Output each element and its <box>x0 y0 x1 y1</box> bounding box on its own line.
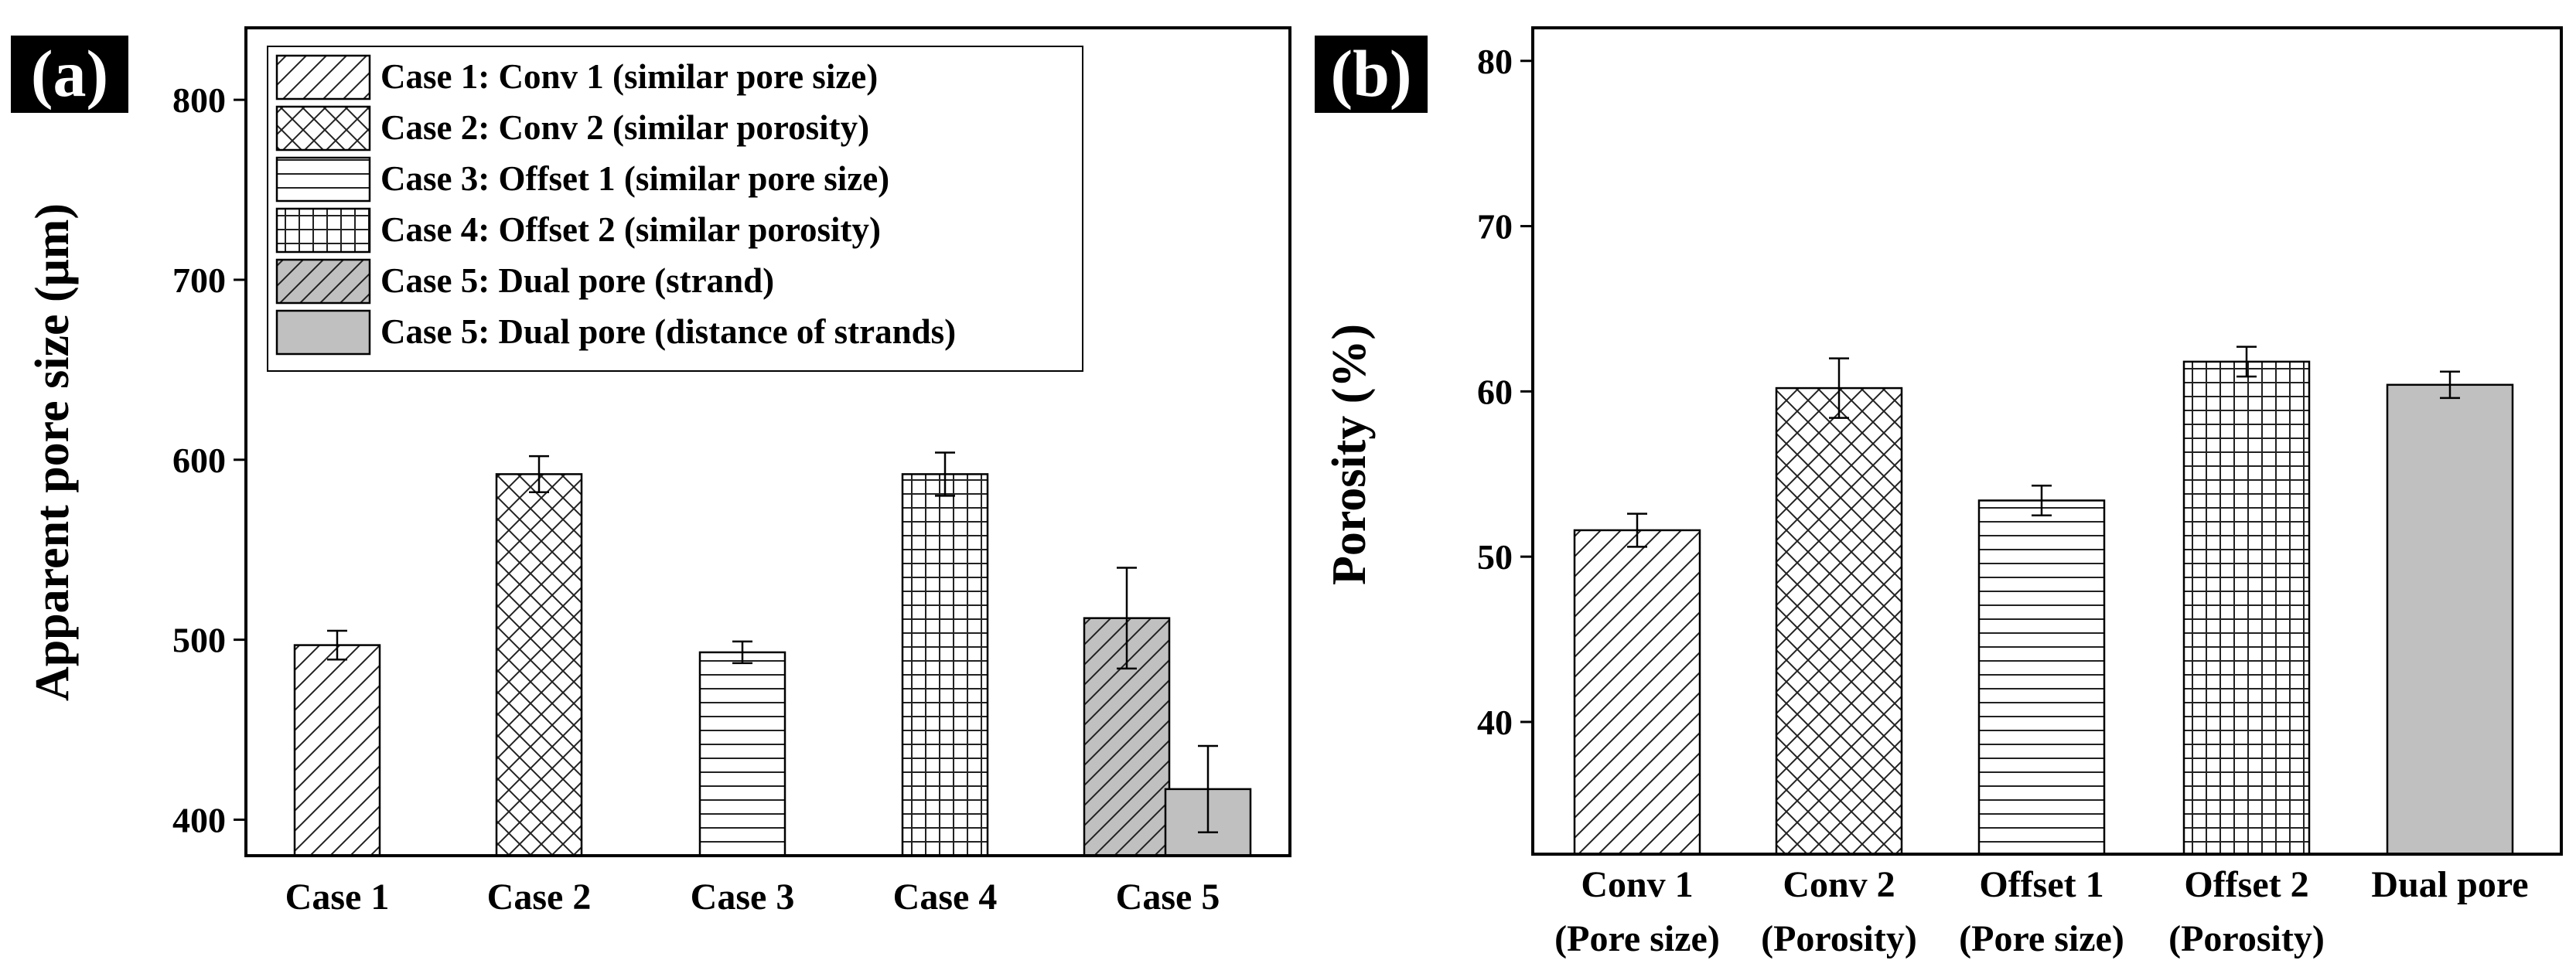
legend-box <box>267 46 1083 372</box>
y-tick-label: 600 <box>172 441 226 480</box>
x-tick-sublabel: (Porosity) <box>1761 918 1917 959</box>
x-tick-label: Dual pore <box>2371 864 2528 905</box>
error-bar-5 <box>1117 567 1137 670</box>
legend-label: Case 5: Dual pore (strand) <box>380 261 774 300</box>
x-tick-label: Case 5 <box>1116 877 1220 918</box>
x-tick-label: Case 3 <box>691 877 795 918</box>
error-bar-1 <box>1627 512 1647 548</box>
bar-1 <box>293 644 381 857</box>
legend-swatch <box>275 207 371 254</box>
panel-a-ylabel: Apparent pore size (μm) <box>26 203 79 701</box>
error-bar-6 <box>1198 744 1218 833</box>
x-tick-label: Conv 2 <box>1783 864 1895 905</box>
panel-a-plot-frame <box>244 26 1291 857</box>
legend-item: Case 4: Offset 2 (similar porosity) <box>275 207 881 254</box>
panel-a-y-axis: 400 500 600 700 800 <box>172 80 246 839</box>
bar-3 <box>1977 499 2106 856</box>
error-bar-4 <box>2237 346 2257 378</box>
legend-item: Case 5: Dual pore (strand) <box>275 258 774 305</box>
panel-b-bars <box>1573 346 2514 856</box>
bar-5 <box>2386 383 2514 856</box>
panel-a: (a) Apparent pore size (μm) 400 500 600 700… <box>11 26 1291 918</box>
legend-item: Case 2: Conv 2 (similar porosity) <box>275 105 869 152</box>
legend-label: Case 1: Conv 1 (similar pore size) <box>380 57 878 96</box>
bar-1 <box>1573 529 1701 856</box>
panel-b-label: (b) <box>1330 36 1411 111</box>
error-bar-5 <box>2440 370 2460 400</box>
error-bar-4 <box>935 451 955 497</box>
legend-swatch <box>275 309 371 356</box>
y-tick-label: 80 <box>1477 42 1513 81</box>
error-bar-3 <box>732 640 752 665</box>
x-tick-sublabel: (Pore size) <box>1554 918 1720 959</box>
panel-b-x-axis: Conv 1 (Pore size) Conv 2 (Porosity) Offset … <box>1554 864 2528 959</box>
legend-label: Case 3: Offset 1 (similar pore size) <box>380 159 889 198</box>
error-bar-1 <box>327 629 347 661</box>
legend-swatch <box>275 258 371 305</box>
legend-item: Case 1: Conv 1 (similar pore size) <box>275 54 878 100</box>
panel-a-label: (a) <box>31 36 108 111</box>
bar-3 <box>698 651 786 857</box>
legend-item: Case 3: Offset 1 (similar pore size) <box>275 156 889 203</box>
panel-b-label-bg <box>1315 36 1428 113</box>
error-bar-2 <box>529 455 549 493</box>
x-tick-label: Case 2 <box>487 877 592 918</box>
legend-label: Case 4: Offset 2 (similar porosity) <box>380 210 881 249</box>
y-tick-label: 40 <box>1477 703 1513 742</box>
legend-label: Case 2: Conv 2 (similar porosity) <box>380 108 869 147</box>
panel-b-y-axis: 40 50 60 70 80 <box>1477 42 1533 742</box>
y-tick-label: 60 <box>1477 372 1513 411</box>
x-tick-sublabel: (Porosity) <box>2168 918 2325 959</box>
error-bar-2 <box>1829 357 1849 419</box>
x-tick-label: Offset 2 <box>2184 864 2308 905</box>
panel-b-plot-frame <box>1531 26 2563 856</box>
bar-4 <box>2182 360 2311 856</box>
y-tick-label: 500 <box>172 621 226 660</box>
y-tick-label: 800 <box>172 80 226 120</box>
x-tick-label: Case 4 <box>893 877 998 918</box>
panel-b-ylabel: Porosity (%) <box>1323 324 1376 585</box>
y-tick-label: 70 <box>1477 207 1513 247</box>
x-tick-label: Offset 1 <box>1979 864 2103 905</box>
legend-swatch <box>275 105 371 152</box>
legend-item: Case 5: Dual pore (distance of strands) <box>275 309 956 356</box>
panel-a-label-bg <box>11 36 128 113</box>
error-bar-3 <box>2032 484 2052 516</box>
legend-label: Case 5: Dual pore (distance of strands) <box>380 312 956 351</box>
panel-a-x-axis: Case 1 Case 2 Case 3 Case 4 Case 5 <box>285 877 1220 918</box>
y-tick-label: 700 <box>172 260 226 300</box>
legend-swatch <box>275 156 371 203</box>
panel-b: (b) Porosity (%) 40 50 60 70 80 Conv 1 (Pore … <box>1315 26 2563 959</box>
bar-2 <box>495 473 583 857</box>
x-tick-label: Conv 1 <box>1581 864 1693 905</box>
panel-a-bars <box>293 451 1252 857</box>
x-tick-label: Case 1 <box>285 877 390 918</box>
panel-a-legend: Case 1: Conv 1 (similar pore size) Case 2… <box>267 46 1083 372</box>
legend-swatch <box>275 54 371 100</box>
bar-4 <box>901 473 989 857</box>
y-tick-label: 50 <box>1477 537 1513 577</box>
bar-2 <box>1775 386 1903 856</box>
x-tick-sublabel: (Pore size) <box>1959 918 2124 959</box>
y-tick-label: 400 <box>172 800 226 839</box>
